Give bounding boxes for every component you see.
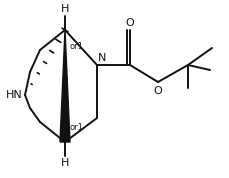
Text: or1: or1 [70,42,84,51]
Text: or1: or1 [70,123,84,132]
Text: H: H [60,158,69,168]
Text: O: O [153,86,162,96]
Text: H: H [60,4,69,14]
Text: N: N [98,53,106,63]
Text: O: O [125,18,134,28]
Text: HN: HN [6,90,23,100]
Polygon shape [60,30,70,142]
